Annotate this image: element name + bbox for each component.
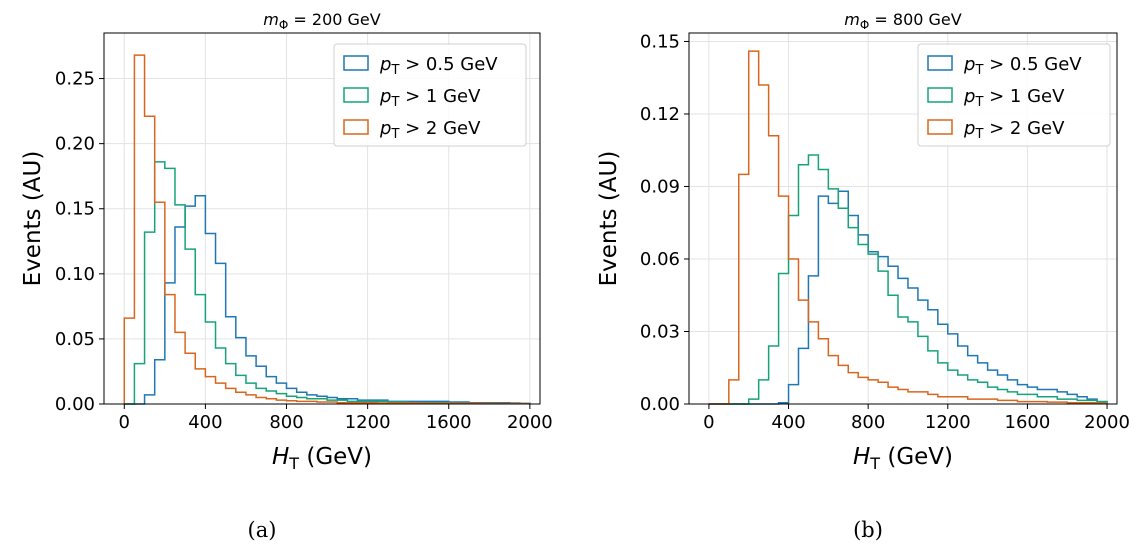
y-tick-label: 0.12	[640, 104, 680, 125]
y-tick-label: 0.09	[640, 176, 680, 197]
y-tick-label: 0.10	[55, 264, 95, 285]
x-tick-label: 800	[269, 412, 303, 433]
y-tick-label: 0.06	[640, 249, 680, 270]
series-line-1	[124, 194, 531, 405]
legend-swatch	[343, 119, 369, 135]
legend-swatch	[343, 87, 369, 103]
x-tick-label: 1200	[345, 412, 391, 433]
x-axis-label: HT (GeV)	[853, 444, 953, 473]
x-tick-label: 400	[188, 412, 222, 433]
legend-label: pT > 2 GeV	[963, 118, 1065, 142]
legend-swatch	[927, 55, 953, 71]
legend-swatch	[343, 55, 369, 71]
legend-label: pT > 0.5 GeV	[963, 54, 1082, 78]
y-tick-label: 0.00	[640, 394, 680, 415]
series-line-2	[124, 161, 531, 405]
x-tick-label: 0	[703, 412, 714, 433]
panel-caption: (b)	[853, 518, 883, 542]
legend-label: pT > 0.5 GeV	[379, 54, 498, 78]
x-tick-label: 1600	[1005, 412, 1051, 433]
legend-box	[333, 43, 527, 147]
x-tick-label: 0	[119, 412, 130, 433]
y-tick-label: 0.15	[640, 31, 680, 52]
y-tick-label: 0.25	[55, 69, 95, 90]
y-tick-label: 0.20	[55, 134, 95, 155]
y-tick-label: 0.00	[55, 394, 95, 415]
legend: pT > 0.5 GeV pT > 1 GeV pT > 2 GeV	[333, 43, 527, 147]
chart-title: mΦ = 800 GeV	[844, 10, 961, 32]
y-tick-label: 0.03	[640, 321, 680, 342]
legend-swatch	[927, 87, 953, 103]
legend: pT > 0.5 GeV pT > 1 GeV pT > 2 GeV	[917, 43, 1111, 147]
chart-title: mΦ = 200 GeV	[263, 10, 380, 32]
series-line-1	[708, 190, 1108, 405]
legend-label: pT > 1 GeV	[379, 86, 481, 110]
chart-panel-1: 0 400 800 1200 1600 2000 0.00 0.05 0.10 0.15 0.20 0…	[20, 10, 553, 542]
series-line-2	[708, 154, 1108, 405]
x-tick-label: 800	[851, 412, 885, 433]
legend-swatch	[927, 119, 953, 135]
x-tick-label: 400	[771, 412, 805, 433]
legend-box	[917, 43, 1111, 147]
plot-frame	[688, 32, 1118, 405]
panel-caption: (a)	[248, 518, 277, 542]
y-axis-label: Events (AU)	[596, 151, 622, 287]
x-tick-label: 2000	[1084, 412, 1130, 433]
x-tick-label: 1200	[925, 412, 971, 433]
legend-label: pT > 1 GeV	[963, 86, 1065, 110]
x-tick-label: 2000	[507, 412, 553, 433]
series-line-3	[708, 50, 1108, 405]
y-tick-label: 0.15	[55, 199, 95, 220]
x-axis-label: HT (GeV)	[272, 444, 372, 473]
series-line-3	[123, 54, 531, 405]
chart-panel-2: 0 400 800 1200 1600 2000 0.00 0.03 0.06 0.09 0.12 0…	[596, 10, 1130, 542]
y-tick-label: 0.05	[55, 329, 95, 350]
legend-label: pT > 2 GeV	[379, 118, 481, 142]
y-axis-label: Events (AU)	[20, 151, 46, 287]
plot-frame	[103, 32, 541, 405]
x-tick-label: 1600	[426, 412, 472, 433]
